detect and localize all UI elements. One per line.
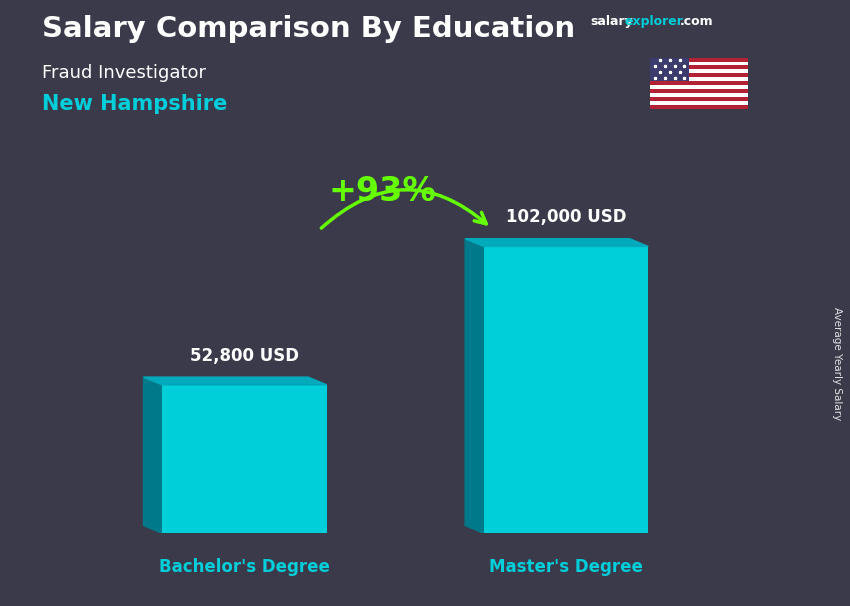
Text: salary: salary — [591, 15, 633, 28]
Text: Bachelor's Degree: Bachelor's Degree — [159, 558, 330, 576]
Bar — [650, 73, 748, 78]
Polygon shape — [465, 239, 484, 533]
Polygon shape — [465, 239, 649, 247]
Bar — [650, 78, 748, 81]
Text: Average Yearly Salary: Average Yearly Salary — [832, 307, 842, 420]
Bar — [650, 89, 748, 93]
Bar — [650, 93, 748, 97]
Text: Salary Comparison By Education: Salary Comparison By Education — [42, 15, 575, 43]
Polygon shape — [144, 377, 326, 385]
Text: .com: .com — [680, 15, 714, 28]
Text: 52,800 USD: 52,800 USD — [190, 347, 299, 365]
Text: +93%: +93% — [329, 175, 437, 208]
Text: explorer: explorer — [625, 15, 683, 28]
FancyBboxPatch shape — [162, 385, 326, 533]
Text: Fraud Investigator: Fraud Investigator — [42, 64, 207, 82]
Bar — [650, 85, 748, 89]
Bar — [650, 105, 748, 109]
Bar — [650, 58, 748, 62]
Text: 102,000 USD: 102,000 USD — [506, 208, 626, 227]
Text: Master's Degree: Master's Degree — [489, 558, 643, 576]
Bar — [650, 62, 748, 65]
Text: New Hampshire: New Hampshire — [42, 94, 228, 114]
Bar — [650, 81, 748, 85]
Bar — [650, 58, 689, 81]
Bar — [650, 97, 748, 101]
Bar — [650, 101, 748, 105]
Bar — [650, 65, 748, 70]
FancyBboxPatch shape — [484, 247, 649, 533]
Polygon shape — [144, 377, 162, 533]
Bar — [650, 70, 748, 73]
